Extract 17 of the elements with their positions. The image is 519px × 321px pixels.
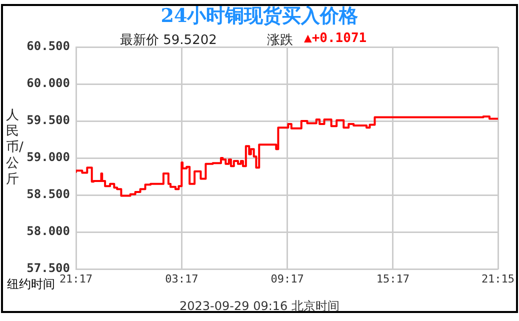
chart-title: 24小时铜现货买入价格	[160, 4, 360, 29]
y-tick-label: 60.500	[26, 39, 70, 54]
y-tick-label: 58.500	[26, 187, 70, 202]
y-tick-label: 59.000	[26, 150, 70, 164]
x-tick-label: 15:17	[376, 272, 410, 286]
chart-subtitle: 最新价 59.5202	[120, 32, 217, 49]
text: ▲+0.1071	[304, 31, 367, 46]
y-tick-label: 60.000	[26, 76, 70, 90]
y-tick-label: 58.000	[26, 224, 70, 238]
x-tick-label: 03:17	[165, 272, 198, 286]
y-tick-label: 59.500	[26, 113, 70, 128]
x-tick-label: 09:17	[270, 272, 304, 286]
annotation: 涨跌	[267, 32, 293, 49]
y-axis-title: 人民币/公斤	[6, 108, 24, 188]
x-tick-label: 21:15	[481, 272, 515, 286]
text: 2023-09-29 09:16 北京时间	[178, 298, 340, 315]
x-axis-title: 纽约时间	[7, 276, 55, 293]
